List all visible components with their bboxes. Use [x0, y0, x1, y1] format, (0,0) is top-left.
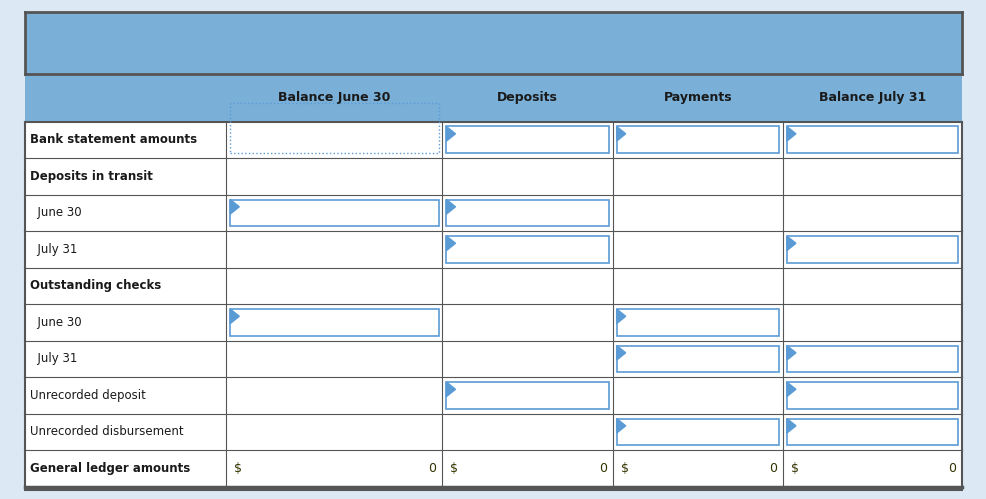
Text: $: $: [620, 462, 628, 475]
Polygon shape: [446, 382, 456, 397]
Bar: [616, 419, 778, 445]
Polygon shape: [446, 236, 456, 250]
Bar: [616, 127, 778, 153]
Bar: [786, 345, 957, 372]
Bar: [230, 103, 438, 153]
Bar: [616, 309, 778, 335]
Polygon shape: [616, 309, 625, 323]
Bar: [25, 340, 961, 377]
Bar: [786, 236, 957, 262]
Text: June 30: June 30: [30, 206, 81, 219]
Bar: [230, 200, 438, 226]
Text: $: $: [234, 462, 242, 475]
Bar: [25, 12, 961, 74]
Text: Payments: Payments: [663, 91, 732, 104]
Text: Unrecorded deposit: Unrecorded deposit: [30, 389, 145, 402]
Text: Outstanding checks: Outstanding checks: [30, 279, 161, 292]
Polygon shape: [446, 200, 456, 214]
Bar: [25, 195, 961, 231]
Text: 0: 0: [948, 462, 955, 475]
Bar: [616, 345, 778, 372]
Polygon shape: [616, 419, 625, 433]
Bar: [446, 236, 608, 262]
Bar: [446, 382, 608, 409]
Bar: [25, 304, 961, 340]
Text: General ledger amounts: General ledger amounts: [30, 462, 189, 475]
Text: Unrecorded disbursement: Unrecorded disbursement: [30, 425, 183, 438]
Text: June 30: June 30: [30, 316, 81, 329]
Text: 0: 0: [768, 462, 776, 475]
Text: July 31: July 31: [30, 352, 77, 365]
Polygon shape: [786, 419, 795, 433]
Polygon shape: [786, 236, 795, 250]
Polygon shape: [786, 127, 795, 141]
Bar: [25, 231, 961, 267]
Text: Balance July 31: Balance July 31: [818, 91, 925, 104]
Polygon shape: [616, 345, 625, 360]
Bar: [786, 127, 957, 153]
Bar: [25, 414, 961, 450]
Bar: [25, 158, 961, 195]
Text: Balance June 30: Balance June 30: [278, 91, 390, 104]
Bar: [25, 377, 961, 414]
Bar: [25, 267, 961, 304]
Polygon shape: [230, 309, 239, 323]
Text: $: $: [450, 462, 458, 475]
Bar: [25, 74, 961, 122]
Text: $: $: [790, 462, 798, 475]
Text: Bank statement amounts: Bank statement amounts: [30, 133, 196, 146]
Text: Deposits in transit: Deposits in transit: [30, 170, 152, 183]
Text: 0: 0: [599, 462, 606, 475]
Polygon shape: [786, 345, 795, 360]
Bar: [786, 382, 957, 409]
Text: 0: 0: [428, 462, 436, 475]
Polygon shape: [616, 127, 625, 141]
Bar: [786, 419, 957, 445]
Polygon shape: [786, 382, 795, 397]
Bar: [25, 122, 961, 158]
Text: July 31: July 31: [30, 243, 77, 256]
Text: Deposits: Deposits: [497, 91, 557, 104]
Polygon shape: [230, 200, 239, 214]
Bar: [230, 309, 438, 335]
Bar: [446, 127, 608, 153]
Bar: [446, 200, 608, 226]
Polygon shape: [446, 127, 456, 141]
Bar: [25, 450, 961, 487]
